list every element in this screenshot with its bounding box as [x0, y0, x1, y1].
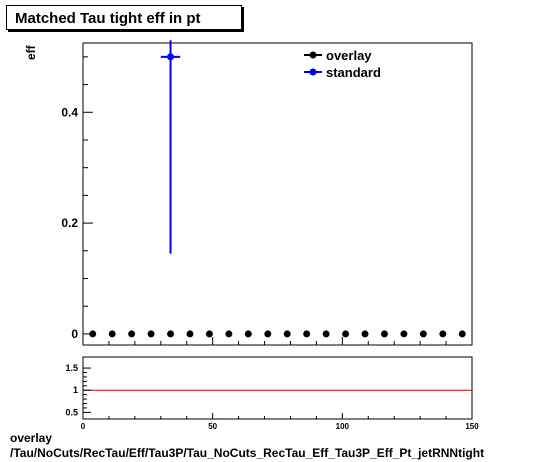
ratio-ticks: 0.5 1 1.5 0 50 100 150 [65, 363, 479, 431]
overlay-point [322, 330, 330, 338]
overlay-point [439, 330, 447, 338]
ratio-plot-frame [82, 356, 473, 420]
overlay-point [167, 330, 175, 338]
overlay-point [186, 330, 194, 338]
overlay-point [283, 330, 291, 338]
x-tick-label: 0 [81, 422, 86, 431]
overlay-point [419, 330, 427, 338]
chart-title: Matched Tau tight eff in pt [15, 10, 201, 27]
legend-marker [309, 51, 317, 59]
overlay-point [380, 330, 388, 338]
ratio-y-tick-label: 0.5 [65, 407, 78, 417]
x-tick-label: 50 [208, 422, 217, 431]
overlay-point [205, 330, 213, 338]
overlay-point [128, 330, 136, 338]
error-bars [160, 40, 181, 254]
y-tick-label: 0.2 [61, 216, 78, 230]
overlay-point [342, 330, 350, 338]
data-points [89, 53, 466, 338]
overlay-point [225, 330, 233, 338]
overlay-point [108, 330, 116, 338]
title-box: Matched Tau tight eff in pt [6, 5, 242, 30]
overlay-point [89, 330, 97, 338]
overlay-point [303, 330, 311, 338]
overlay-point [244, 330, 252, 338]
ratio-plot-border [82, 356, 473, 420]
x-tick-label: 100 [336, 422, 350, 431]
footer-line-2: /Tau/NoCuts/RecTau/Eff/Tau3P/Tau_NoCuts_… [10, 446, 485, 460]
x-tick-label: 150 [465, 422, 479, 431]
main-plot-frame [82, 42, 473, 346]
overlay-point [264, 330, 272, 338]
footer-line-1: overlay [10, 431, 53, 445]
ratio-y-tick-label: 1 [73, 385, 78, 395]
overlay-point [458, 330, 466, 338]
legend-label: standard [326, 65, 381, 80]
ratio-y-tick-label: 1.5 [65, 363, 78, 373]
legend-marker [309, 68, 317, 76]
overlay-point [400, 330, 408, 338]
legend-label: overlay [326, 48, 372, 63]
y-tick-label: 0 [71, 327, 78, 341]
y-tick-label: 0.4 [61, 105, 78, 119]
legend: overlay standard [304, 48, 381, 80]
overlay-point [361, 330, 369, 338]
main-y-ticks: 0 0.2 0.4 [61, 56, 473, 345]
standard-point [167, 53, 175, 61]
main-plot-border [82, 42, 473, 346]
overlay-point [147, 330, 155, 338]
